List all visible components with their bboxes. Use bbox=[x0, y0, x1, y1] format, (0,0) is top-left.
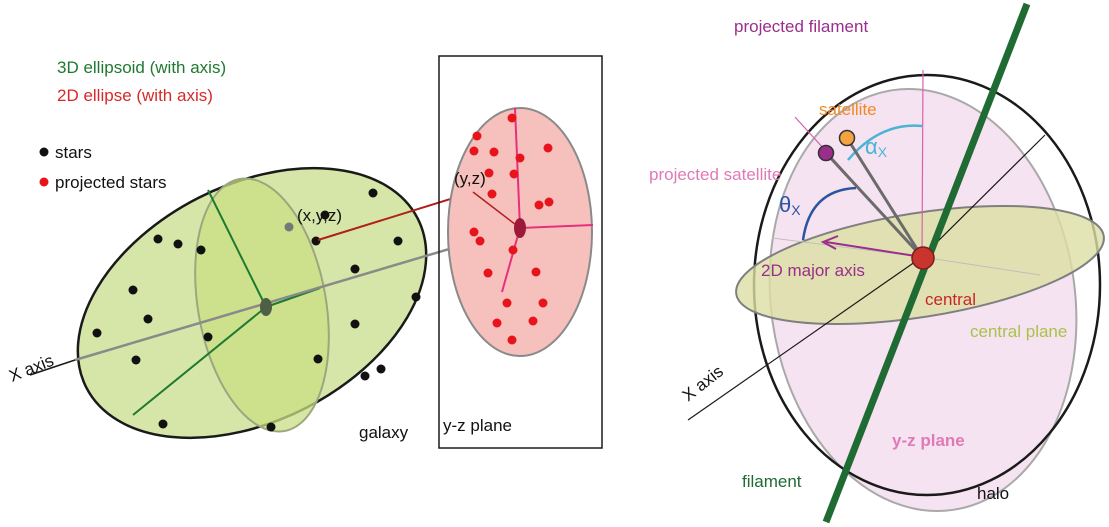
filament-label: filament bbox=[742, 472, 802, 491]
alpha-arc bbox=[847, 124, 923, 161]
galaxy-minor-axis-up bbox=[207, 189, 267, 308]
projected-star bbox=[507, 113, 517, 123]
theta-label: θX bbox=[779, 192, 801, 218]
star bbox=[311, 236, 321, 246]
projected-star bbox=[531, 267, 541, 277]
major-axis-label: 2D major axis bbox=[761, 261, 865, 280]
projected-star bbox=[538, 298, 548, 308]
star bbox=[143, 314, 153, 324]
projected-star bbox=[483, 268, 493, 278]
yz-plane-label: y-z plane bbox=[443, 416, 512, 435]
x-axis-line bbox=[687, 256, 923, 421]
central-plane-label: central plane bbox=[970, 322, 1067, 341]
projected-star bbox=[484, 168, 494, 178]
star bbox=[153, 234, 163, 244]
alpha-symbol: α bbox=[865, 134, 878, 159]
star bbox=[320, 210, 330, 220]
galaxy-major-axis-down bbox=[132, 306, 267, 416]
x-axis-line-outside bbox=[29, 359, 76, 376]
star bbox=[393, 236, 403, 246]
projected-star bbox=[543, 143, 553, 153]
galaxy-label: galaxy bbox=[359, 423, 409, 442]
satellite-label: satellite bbox=[819, 100, 877, 119]
star bbox=[196, 245, 206, 255]
projection-line-end bbox=[472, 191, 521, 229]
ellipse-third-axis bbox=[501, 227, 521, 293]
projected-star bbox=[544, 197, 554, 207]
projected-stars bbox=[469, 113, 554, 345]
star bbox=[131, 355, 141, 365]
projected-star bbox=[489, 147, 499, 157]
star bbox=[376, 364, 386, 374]
galaxy-center bbox=[260, 298, 272, 316]
legend-projected-star-marker bbox=[39, 177, 49, 187]
major-axis-arrowhead bbox=[820, 235, 839, 250]
ellipse-minor-axis bbox=[519, 224, 594, 229]
projected-star bbox=[475, 236, 485, 246]
projected-star bbox=[507, 335, 517, 345]
alpha-label: αX bbox=[865, 134, 888, 160]
ellipse-major-axis bbox=[514, 107, 521, 229]
right-panel: projected filament satellite αX projecte… bbox=[649, 2, 1105, 524]
reference-line-right bbox=[921, 256, 1041, 276]
projected-star bbox=[469, 146, 479, 156]
projected-star bbox=[492, 318, 502, 328]
projected-filament-line bbox=[921, 69, 924, 258]
projected-star bbox=[515, 153, 525, 163]
central-point bbox=[911, 246, 935, 270]
theta-arc bbox=[801, 186, 857, 241]
star bbox=[203, 332, 213, 342]
satellite-line bbox=[845, 137, 924, 258]
star bbox=[350, 264, 360, 274]
star bbox=[266, 422, 276, 432]
legend-ellipsoid-label: 3D ellipsoid (with axis) bbox=[57, 58, 226, 77]
projected-star bbox=[502, 298, 512, 308]
halo-label: halo bbox=[977, 484, 1009, 503]
legend-projected-stars-label: projected stars bbox=[55, 173, 167, 192]
legend-star-marker bbox=[39, 147, 49, 157]
projected-satellite-point bbox=[817, 144, 835, 162]
left-panel: 3D ellipsoid (with axis) 2D ellipse (wit… bbox=[6, 55, 603, 449]
star bbox=[92, 328, 102, 338]
legend-ellipse-label: 2D ellipse (with axis) bbox=[57, 86, 213, 105]
star bbox=[313, 354, 323, 364]
ellipse-center bbox=[514, 218, 526, 238]
major-axis-arrow-shaft bbox=[825, 241, 923, 258]
central-label: central bbox=[925, 290, 976, 309]
yz-plane-label: y-z plane bbox=[892, 431, 965, 450]
stars bbox=[92, 188, 421, 432]
projected-star bbox=[469, 227, 479, 237]
projected-star bbox=[508, 245, 518, 255]
star bbox=[173, 239, 183, 249]
star bbox=[350, 319, 360, 329]
point-3d-marker bbox=[284, 222, 294, 232]
star bbox=[158, 419, 168, 429]
projected-filament-label: projected filament bbox=[734, 17, 868, 36]
reference-line-upper bbox=[921, 134, 1046, 258]
theta-symbol: θ bbox=[779, 192, 791, 217]
yz-plane-box bbox=[438, 55, 603, 449]
projected-satellite-connector bbox=[824, 151, 924, 259]
satellite-point bbox=[838, 129, 856, 147]
star bbox=[128, 285, 138, 295]
legend-stars-label: stars bbox=[55, 143, 92, 162]
projected-star bbox=[534, 200, 544, 210]
projected-star bbox=[487, 189, 497, 199]
point-3d-label: (x,y,z) bbox=[297, 206, 342, 225]
x-axis-label: X axis bbox=[6, 351, 56, 386]
point-2d-label: (y,z) bbox=[454, 169, 486, 188]
star bbox=[360, 371, 370, 381]
alpha-subscript: X bbox=[878, 144, 888, 160]
projected-satellite-label: projected satellite bbox=[649, 165, 781, 184]
star bbox=[411, 292, 421, 302]
projection-line bbox=[317, 191, 474, 241]
star bbox=[368, 188, 378, 198]
projected-star bbox=[472, 131, 482, 141]
projected-star bbox=[528, 316, 538, 326]
projected-star bbox=[509, 169, 519, 179]
theta-subscript: X bbox=[791, 202, 801, 218]
x-axis-line bbox=[74, 226, 521, 362]
